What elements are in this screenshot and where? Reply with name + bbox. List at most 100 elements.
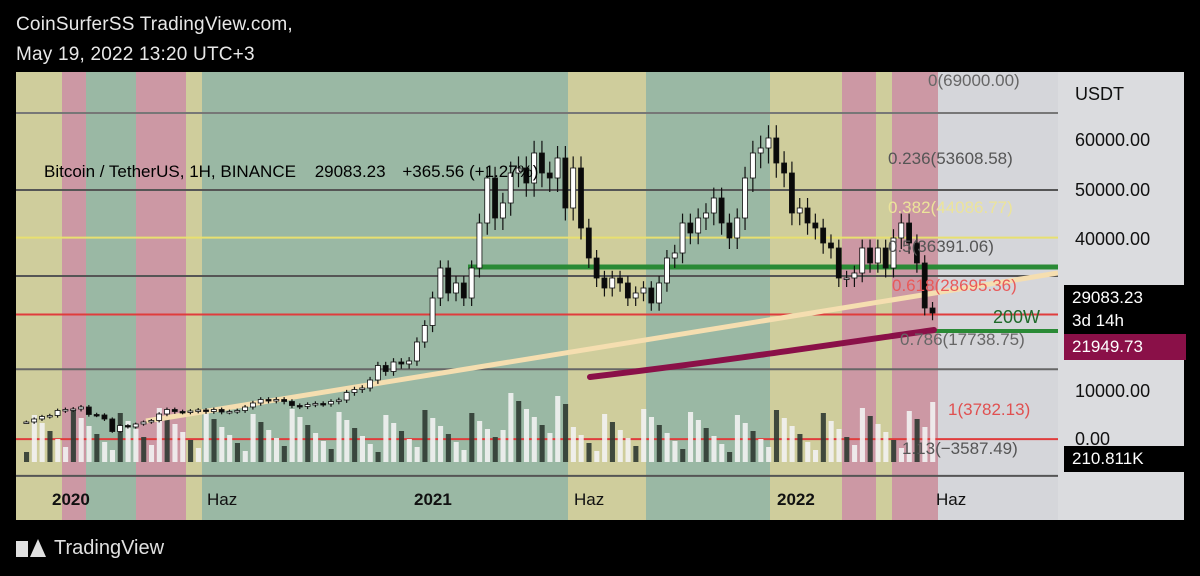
volume-bar: [852, 445, 858, 462]
volume-bar: [773, 410, 780, 462]
symbol-label: Bitcoin / TetherUS, 1H, BINANCE: [44, 162, 296, 181]
volume-bar: [727, 452, 733, 462]
candle-body: [320, 403, 327, 406]
candle-body: [734, 217, 741, 239]
volume-bar: [477, 421, 483, 462]
candle-body: [164, 409, 170, 415]
volume-bar: [766, 447, 772, 462]
current-price-badge: 29083.23: [1064, 285, 1186, 311]
candle-body: [890, 237, 897, 269]
chart-area[interactable]: Bitcoin / TetherUS, 1H, BINANCE 29083.23…: [16, 72, 1058, 520]
fib-label-0618: 0.618(28695.36): [892, 276, 1017, 295]
candle-body: [531, 152, 538, 184]
candle-body: [484, 177, 491, 224]
candle-body: [101, 414, 108, 420]
price-chart[interactable]: [16, 72, 1058, 520]
volume-bar: [258, 422, 264, 462]
candle-body: [31, 418, 38, 423]
volume-bar: [383, 415, 389, 462]
candle-body: [289, 401, 295, 406]
candle-body: [726, 222, 733, 239]
candle-body: [695, 217, 702, 234]
candle-body: [359, 387, 366, 390]
candle-body: [304, 404, 311, 407]
candle-body: [70, 408, 77, 411]
candle-body: [499, 202, 506, 219]
volume-bar: [922, 427, 928, 462]
candle-body: [460, 282, 467, 299]
volume-bar: [563, 404, 569, 462]
candle-body: [140, 421, 147, 425]
volume-bar: [203, 411, 209, 462]
volume-bar: [750, 431, 756, 462]
candle-body: [195, 409, 202, 412]
volume-bar: [414, 447, 420, 462]
volume-bar: [797, 434, 803, 462]
candle-body: [585, 227, 592, 259]
candle-body: [562, 157, 569, 209]
volume-bar: [313, 433, 319, 462]
volume-bar: [734, 415, 740, 462]
chart-legend: Bitcoin / TetherUS, 1H, BINANCE 29083.23…: [44, 162, 544, 182]
volume-bar: [117, 413, 123, 462]
candle-body: [312, 403, 319, 406]
candle-body: [710, 197, 717, 214]
volume-bar: [47, 431, 53, 462]
volume-bar: [680, 449, 686, 462]
candle-body: [328, 401, 334, 405]
volume-bar: [164, 416, 170, 462]
volume-bar: [234, 443, 241, 462]
candle-body: [445, 267, 452, 294]
volume-bar: [625, 438, 631, 462]
volume-bar: [609, 422, 615, 462]
trend-line: [145, 270, 1058, 424]
candle-body: [757, 147, 764, 154]
volume-bar: [469, 413, 475, 462]
volume-bar: [664, 433, 670, 462]
axis-tick: 0.00: [1075, 429, 1111, 449]
volume-bar: [24, 452, 30, 462]
volume-bar: [102, 442, 108, 462]
candle-body: [820, 227, 827, 244]
volume-bar: [672, 441, 678, 462]
candle-body: [492, 177, 498, 219]
axis-tick: 60000.00: [1075, 130, 1151, 150]
candle-body: [859, 247, 866, 274]
candle-body: [226, 411, 233, 414]
volume-bar: [352, 428, 358, 462]
candle-body: [539, 152, 545, 174]
candle-body: [218, 409, 225, 413]
brand-name: TradingView: [54, 537, 165, 559]
volume-bar: [914, 419, 920, 462]
candle-body: [679, 222, 686, 254]
volume-bar: [398, 431, 405, 462]
volume-bar: [789, 426, 795, 462]
candle-body: [390, 361, 397, 372]
candle-body: [882, 247, 889, 269]
volume-bar: [695, 420, 701, 462]
volume-bar: [273, 438, 280, 462]
candle-body: [906, 222, 912, 244]
candle-body: [265, 399, 272, 402]
volume-bar: [859, 408, 865, 462]
candle-body: [468, 267, 475, 299]
candle-body: [374, 365, 381, 381]
volume-bar: [109, 450, 116, 462]
volume-bar: [805, 442, 811, 462]
volume-bar: [148, 445, 155, 462]
volume-bar: [555, 396, 561, 462]
candle-body: [85, 406, 92, 415]
header-author: CoinSurferSS TradingView.com,: [16, 14, 293, 35]
xaxis-label: 2021: [414, 490, 452, 509]
candle-body: [203, 409, 209, 412]
volume-bar: [344, 420, 350, 462]
candle-body: [851, 272, 858, 279]
xaxis-label: Haz: [936, 490, 967, 509]
fib-label-05: 0.5(36391.06): [888, 237, 994, 256]
volume-bar: [492, 437, 498, 462]
ma-value-badge: 21949.73: [1064, 334, 1186, 360]
volume-bar: [375, 452, 381, 462]
candle-body: [546, 172, 553, 179]
candle-body: [257, 399, 264, 404]
volume-bar: [359, 436, 365, 462]
